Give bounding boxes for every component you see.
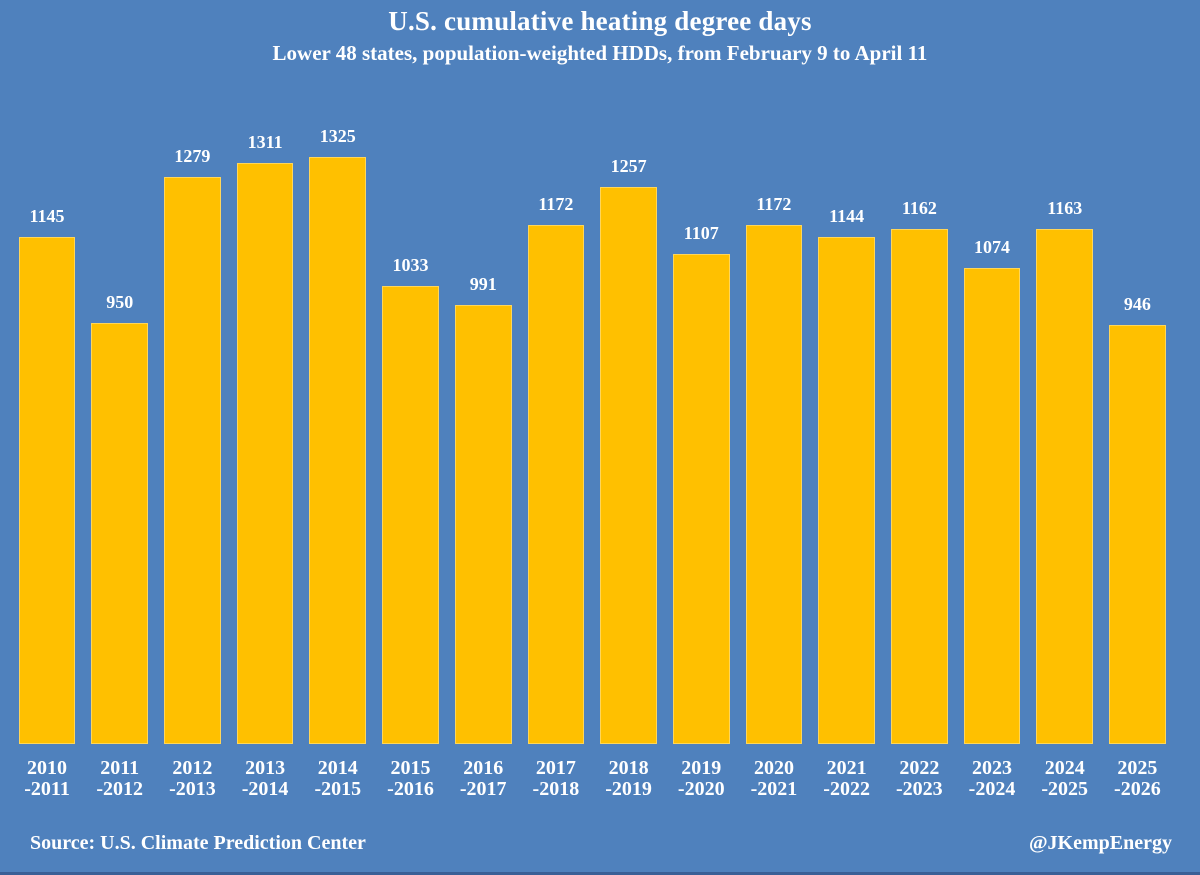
x-axis-label: 2018 -2019 <box>605 757 652 800</box>
x-axis-label: 2017 -2018 <box>532 757 580 800</box>
bar-value-label: 1257 <box>610 156 647 177</box>
bar-value-label: 1163 <box>1047 197 1083 218</box>
bar <box>454 304 512 744</box>
x-axis-label: 2021 -2022 <box>823 757 870 800</box>
chart-subtitle: Lower 48 states, population-weighted HDD… <box>272 41 928 65</box>
bar-value-label: 1162 <box>901 198 937 219</box>
bar-value-label: 1172 <box>538 193 574 214</box>
bar <box>963 268 1021 744</box>
chart-footer: Source: U.S. Climate Prediction Center @… <box>0 832 1200 860</box>
bar-value-label: 1325 <box>319 126 356 146</box>
watermark-handle: @JKempEnergy <box>1028 832 1172 854</box>
bar <box>91 323 149 744</box>
bar <box>1036 228 1094 744</box>
plot-area: 1145 2010 -2011 950 2011 -2012 1279 2012 -2013 13… <box>18 126 1166 800</box>
bar <box>527 224 585 744</box>
x-axis-label: 2014 -2015 <box>314 757 362 800</box>
x-axis-label: 2011 -2012 <box>96 757 144 800</box>
bar-value-label: 946 <box>1123 293 1151 314</box>
bar <box>672 253 730 744</box>
x-axis-label: 2025 -2026 <box>1114 757 1161 800</box>
bar-value-label: 1033 <box>392 255 429 276</box>
bar-value-label: 1145 <box>29 205 65 226</box>
x-axis-label: 2023 -2024 <box>968 757 1016 800</box>
bar-value-label: 1311 <box>247 132 283 153</box>
bar <box>164 177 221 744</box>
bar <box>890 229 948 744</box>
bar-value-label: 1107 <box>683 222 719 243</box>
bottom-strip <box>0 872 1200 875</box>
x-axis-label: 2015 -2016 <box>387 757 434 800</box>
bar <box>818 237 875 744</box>
bar <box>600 187 657 744</box>
x-axis-label: 2013 -2014 <box>241 757 289 800</box>
x-axis-label: 2012 -2013 <box>169 757 216 800</box>
x-axis-label: 2024 -2025 <box>1041 757 1089 800</box>
bar <box>745 224 803 744</box>
bar-value-label: 1074 <box>974 237 1011 258</box>
source-label: Source: U.S. Climate Prediction Center <box>30 832 366 854</box>
x-axis-label: 2022 -2023 <box>895 757 943 800</box>
bar <box>382 286 439 744</box>
x-axis-label: 2010 -2011 <box>24 757 70 800</box>
bar-value-label: 950 <box>106 292 134 313</box>
x-axis-label: 2020 -2021 <box>750 757 798 800</box>
bar-value-label: 991 <box>469 273 497 294</box>
bar <box>309 157 367 744</box>
bar-value-label: 1279 <box>174 146 211 167</box>
bar <box>236 163 294 744</box>
x-axis-label: 2016 -2017 <box>459 757 507 800</box>
chart-title: U.S. cumulative heating degree days <box>388 6 812 36</box>
bar <box>1109 324 1166 744</box>
bar-value-label: 1144 <box>829 206 865 227</box>
x-axis-label: 2019 -2020 <box>677 757 725 800</box>
bar <box>18 236 76 744</box>
bar-value-label: 1172 <box>756 193 792 214</box>
